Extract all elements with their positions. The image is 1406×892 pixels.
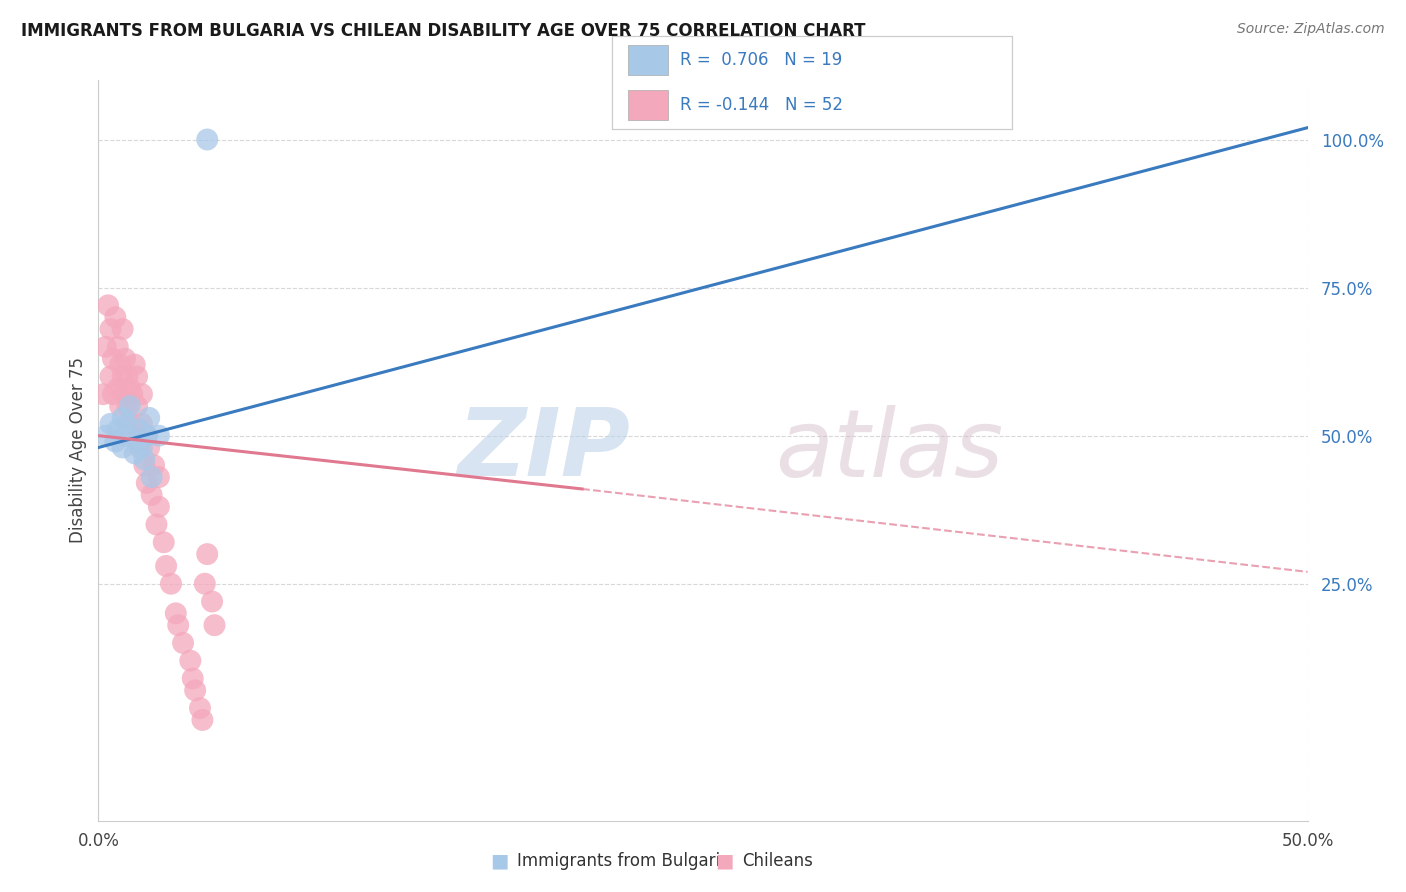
Point [145, 517, 167, 532]
Point [124, 428, 146, 442]
Text: R =  0.706   N = 19: R = 0.706 N = 19 [679, 51, 842, 69]
Point [101, 351, 124, 366]
Point [181, 672, 204, 686]
Point [104, 310, 127, 325]
Point [148, 500, 170, 514]
Point [127, 399, 149, 413]
Bar [627, 90, 668, 120]
Bar [627, 45, 668, 75]
Text: IMMIGRANTS FROM BULGARIA VS CHILEAN DISABILITY AGE OVER 75 CORRELATION CHART: IMMIGRANTS FROM BULGARIA VS CHILEAN DISA… [21, 22, 866, 40]
Point [111, 322, 134, 336]
Y-axis label: Disability Age Over 75: Disability Age Over 75 [69, 358, 87, 543]
Point [148, 470, 170, 484]
Point [135, 428, 157, 442]
Point [118, 381, 141, 395]
Text: atlas: atlas [776, 405, 1004, 496]
Point [152, 535, 174, 549]
Point [143, 458, 166, 473]
Point [128, 441, 150, 455]
Point [117, 369, 139, 384]
Point [195, 132, 218, 146]
Point [97, 298, 120, 312]
Point [111, 441, 134, 455]
Point [107, 423, 129, 437]
Point [94, 340, 117, 354]
Point [160, 576, 183, 591]
Point [138, 441, 160, 455]
Text: ■: ■ [714, 851, 734, 871]
Point [131, 417, 153, 431]
Point [107, 340, 129, 354]
Point [104, 434, 127, 449]
Point [134, 452, 156, 467]
Point [141, 470, 163, 484]
Point [167, 618, 190, 632]
Point [121, 387, 143, 401]
Point [165, 607, 187, 621]
Point [141, 488, 163, 502]
Point [100, 417, 122, 431]
Point [201, 594, 224, 608]
Text: Source: ZipAtlas.com: Source: ZipAtlas.com [1237, 22, 1385, 37]
Point [204, 618, 226, 632]
Point [111, 410, 134, 425]
Point [107, 381, 129, 395]
Point [117, 417, 139, 431]
Point [127, 369, 149, 384]
Text: Chileans: Chileans [742, 852, 813, 870]
Point [131, 387, 153, 401]
Point [135, 428, 157, 442]
Point [134, 458, 156, 473]
Point [128, 423, 150, 437]
Point [172, 636, 194, 650]
Point [111, 369, 134, 384]
Point [138, 410, 160, 425]
Text: R = -0.144   N = 52: R = -0.144 N = 52 [679, 96, 842, 114]
Point [114, 428, 136, 442]
Point [127, 434, 149, 449]
Point [114, 351, 136, 366]
Point [131, 441, 153, 455]
Point [191, 713, 214, 727]
Point [114, 387, 136, 401]
Point [108, 399, 131, 413]
Text: ZIP: ZIP [457, 404, 630, 497]
Point [118, 417, 141, 431]
Point [124, 358, 146, 372]
Point [94, 428, 117, 442]
Point [155, 558, 177, 573]
Text: Immigrants from Bulgaria: Immigrants from Bulgaria [517, 852, 731, 870]
Point [118, 399, 141, 413]
Point [100, 322, 122, 336]
Point [100, 369, 122, 384]
Point [195, 547, 218, 561]
Point [135, 476, 157, 491]
Text: ■: ■ [489, 851, 509, 871]
Point [101, 387, 124, 401]
Point [148, 428, 170, 442]
Point [124, 446, 146, 460]
Point [188, 701, 211, 715]
Point [194, 576, 217, 591]
Point [117, 399, 139, 413]
Point [184, 683, 207, 698]
Point [179, 654, 201, 668]
Point [108, 358, 131, 372]
Point [91, 387, 114, 401]
